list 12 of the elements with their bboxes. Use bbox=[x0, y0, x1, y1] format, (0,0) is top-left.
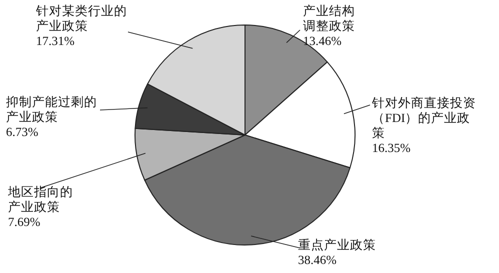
slice-label: 针对某类行业的产业政策 bbox=[36, 4, 128, 34]
slice-label: 针对外商直接投资（FDI）的产业政策 bbox=[372, 96, 477, 141]
slice-label: 重点产业政策 bbox=[298, 238, 377, 253]
data-label: 6.73% bbox=[6, 125, 40, 140]
slice-label: 抑制产能过剩的产业政策 bbox=[6, 95, 98, 125]
slice-label: 产业结构调整政策 bbox=[303, 4, 356, 34]
data-label: 13.46% bbox=[303, 34, 343, 49]
data-label: 16.35% bbox=[372, 141, 412, 156]
slice-label: 地区指向的产业政策 bbox=[8, 185, 74, 215]
data-label: 17.31% bbox=[36, 34, 76, 49]
data-label: 7.69% bbox=[8, 215, 42, 230]
data-label: 38.46% bbox=[298, 253, 338, 268]
